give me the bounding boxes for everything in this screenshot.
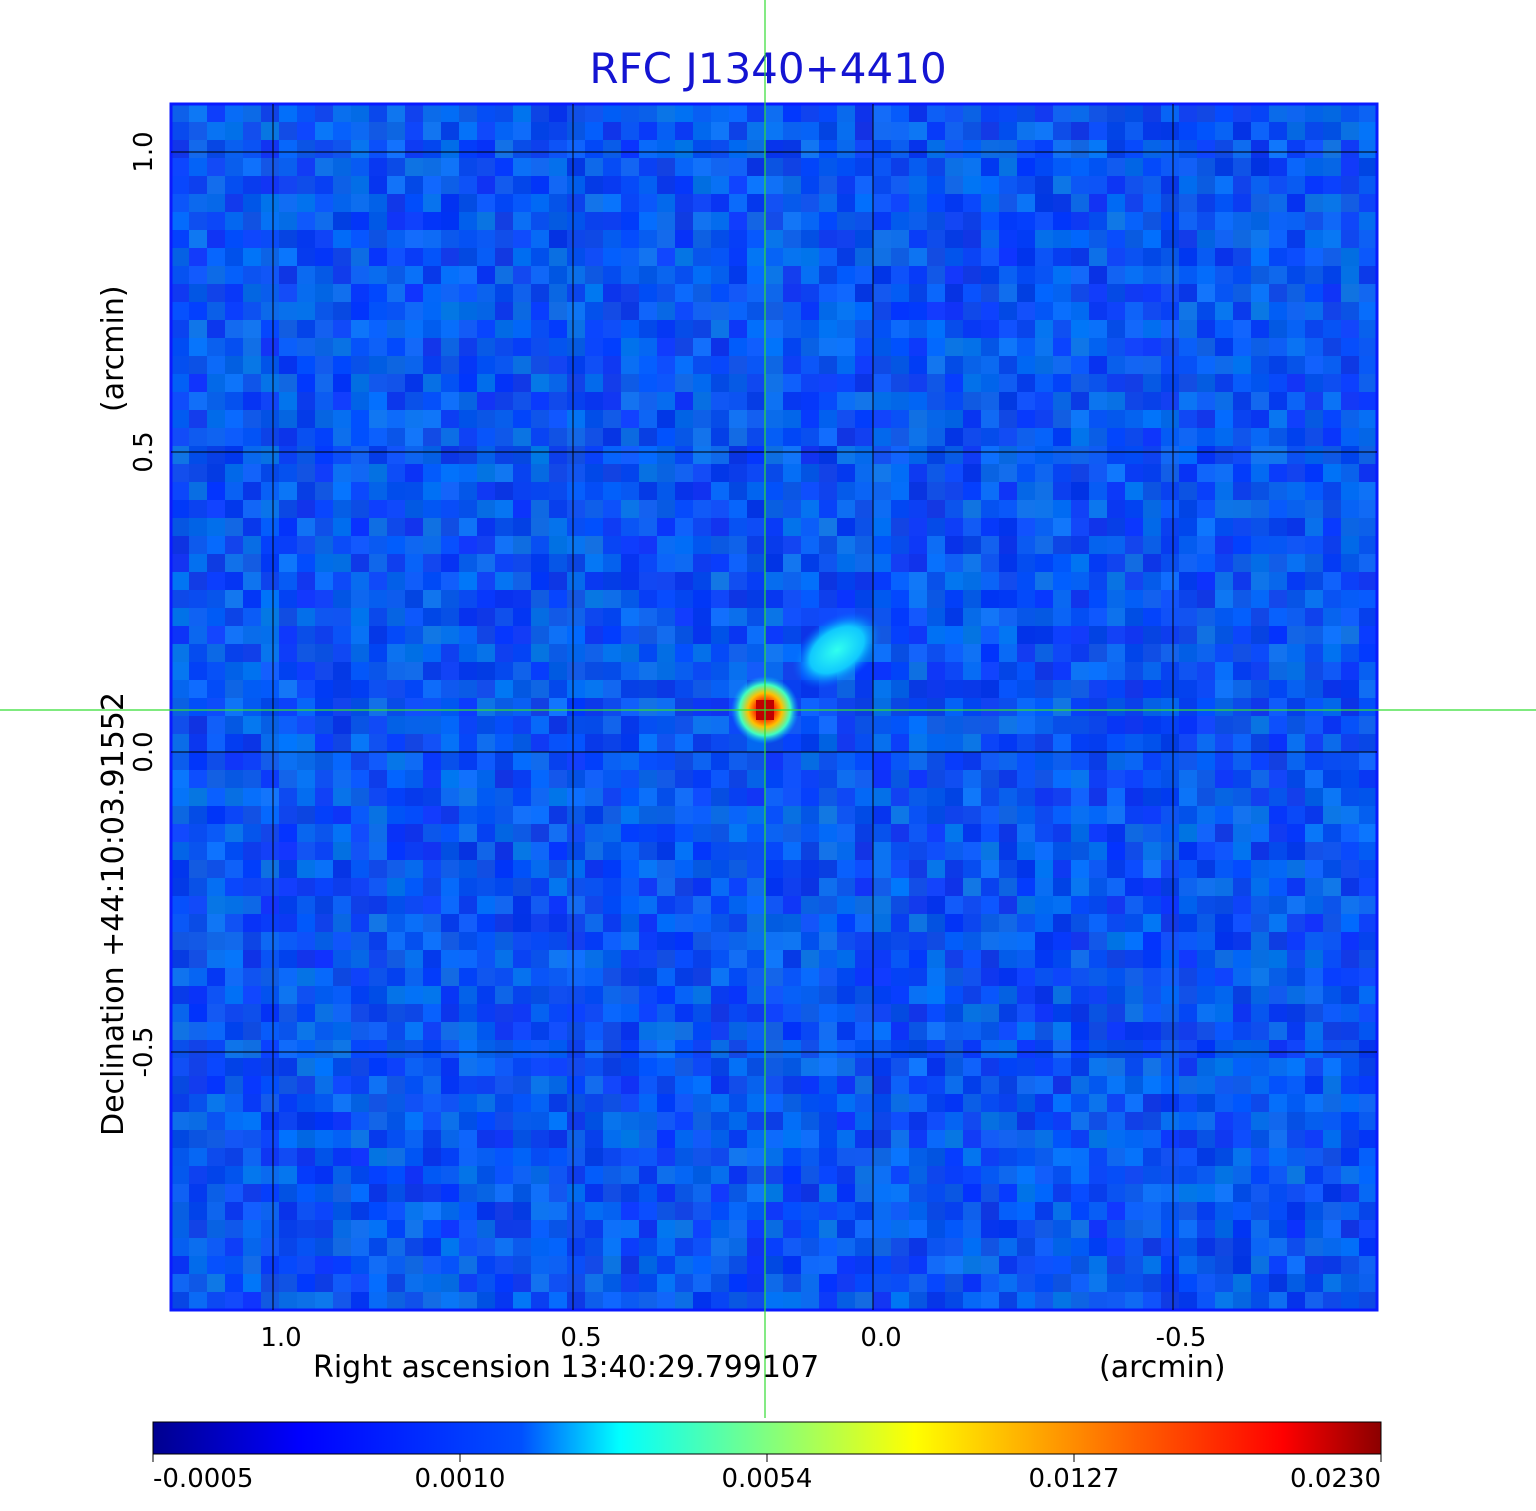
x-tick-label: -0.5 <box>1156 1323 1207 1353</box>
source-jet <box>792 611 882 689</box>
colorbar-tick-label: 0.0054 <box>722 1464 813 1494</box>
x-tick-label: 1.0 <box>260 1323 301 1353</box>
colorbar-tick-label: 0.0230 <box>1290 1464 1381 1494</box>
plot-frame <box>169 102 1379 1312</box>
x-tick-label: 0.5 <box>560 1323 601 1353</box>
y-axis-unit: (arcmin) <box>96 285 131 412</box>
x-tick-label: 0.0 <box>860 1323 901 1353</box>
y-tick-label: 0.5 <box>129 431 159 472</box>
y-axis-label: Declination +44:10:03.91552 <box>96 692 131 1136</box>
x-axis-unit: (arcmin) <box>1099 1350 1226 1385</box>
colorbar-tick-label: 0.0010 <box>415 1464 506 1494</box>
colorbar <box>152 1421 1382 1455</box>
y-tick-labels: 1.0 0.5 0.0 -0.5 <box>129 131 159 1077</box>
chart-title: RFC J1340+4410 <box>589 44 947 93</box>
crosshair <box>0 0 1536 1418</box>
x-tick-labels: 1.0 0.5 0.0 -0.5 <box>260 1323 1206 1353</box>
y-tick-label: 1.0 <box>129 131 159 172</box>
y-tick-label: 0.0 <box>129 731 159 772</box>
coordinate-grid <box>171 104 1377 1310</box>
x-axis-label: Right ascension 13:40:29.799107 <box>313 1350 820 1385</box>
colorbar-tick-label: -0.0005 <box>153 1464 253 1494</box>
colorbar-tick-label: 0.0127 <box>1029 1464 1120 1494</box>
colorbar-ticks: -0.0005 0.0010 0.0054 0.0127 0.0230 <box>152 1454 1382 1494</box>
y-tick-label: -0.5 <box>129 1027 159 1078</box>
